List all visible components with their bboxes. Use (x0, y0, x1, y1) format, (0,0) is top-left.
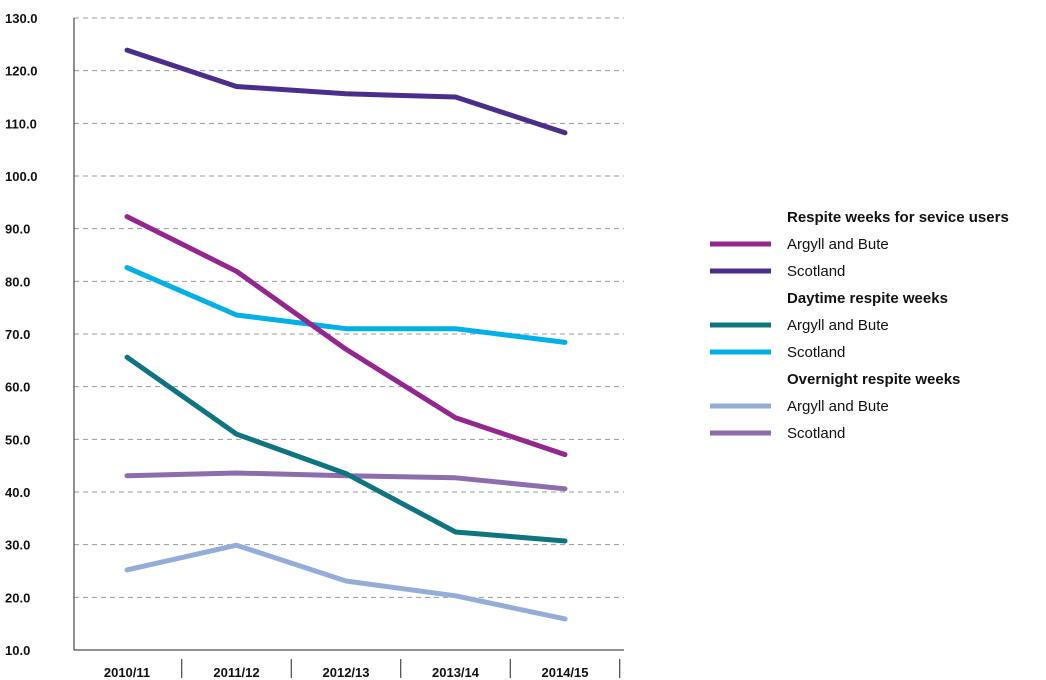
series-line-0-1 (124, 47, 568, 136)
y-tick-label: 40.0 (5, 485, 30, 500)
x-tick-label: 2010/11 (104, 665, 150, 680)
y-tick-label: 60.0 (5, 380, 30, 395)
legend-entry-label: Argyll and Bute (787, 236, 889, 253)
series-line-1-0 (124, 354, 568, 544)
x-tick-label: 2012/13 (323, 665, 370, 680)
legend-entry-label: Argyll and Bute (787, 317, 889, 334)
axes: 10.0 20.0 30.0 40.0 50.0 60.0 70.0 80.0 90.0 100.… (5, 11, 624, 680)
legend: Respite weeks for sevice users Argyll and… (710, 209, 1009, 442)
y-tick-label: 110.0 (5, 116, 37, 131)
y-tick-label: 130.0 (5, 11, 38, 26)
legend-group-heading: Overnight respite weeks (787, 371, 960, 388)
y-tick-label: 70.0 (5, 327, 30, 342)
series-line-0-0 (124, 214, 568, 458)
y-tick-label: 100.0 (5, 169, 38, 184)
gridlines (74, 17, 624, 598)
legend-entry-label: Argyll and Bute (787, 398, 889, 415)
legend-entry-label: Scotland (787, 425, 845, 442)
y-tick-label: 10.0 (5, 643, 30, 658)
legend-entry-label: Scotland (787, 263, 845, 280)
y-tick-label: 20.0 (5, 590, 30, 605)
x-tick-label: 2013/14 (432, 665, 480, 680)
legend-entry-label: Scotland (787, 344, 845, 361)
y-tick-label: 50.0 (5, 432, 30, 447)
series-line-1-1 (124, 265, 568, 345)
y-tick-label: 90.0 (5, 222, 30, 237)
y-tick-label: 120.0 (5, 64, 38, 79)
y-tick-label: 80.0 (5, 274, 30, 289)
series-lines (124, 47, 568, 622)
y-tick-label: 30.0 (5, 538, 30, 553)
x-tick-label: 2011/12 (213, 665, 259, 680)
series-line-2-0 (124, 542, 568, 622)
legend-group-heading: Respite weeks for sevice users (787, 209, 1009, 226)
x-tick-label: 2014/15 (542, 665, 589, 680)
legend-group-heading: Daytime respite weeks (787, 290, 948, 307)
